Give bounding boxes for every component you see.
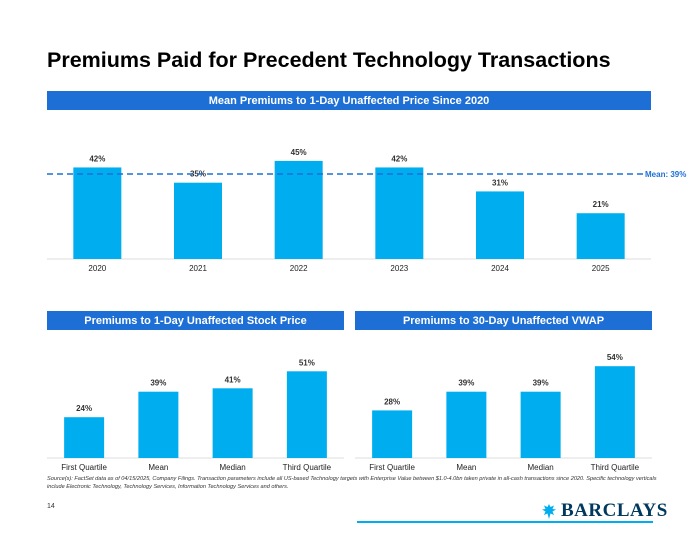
chart-banner-1day: Premiums to 1-Day Unaffected Stock Price	[47, 311, 344, 330]
data-label: 24%	[76, 404, 92, 413]
bar-2025	[576, 213, 625, 259]
chart-banner-vwap: Premiums to 30-Day Unaffected VWAP	[355, 311, 652, 330]
data-label: 51%	[299, 358, 315, 367]
x-tick-label: Third Quartile	[283, 463, 332, 472]
data-label: 39%	[150, 379, 166, 388]
eagle-icon	[542, 503, 556, 519]
brand-name: BARCLAYS	[561, 500, 668, 521]
barclays-logo: BARCLAYS	[541, 500, 668, 522]
x-tick-label: Mean	[148, 463, 168, 472]
bar-first-quartile	[64, 417, 105, 458]
x-tick-label: First Quartile	[369, 463, 415, 472]
x-tick-label: 2020	[88, 264, 106, 273]
data-label: 42%	[391, 154, 407, 163]
data-label: 31%	[492, 178, 508, 187]
annual-premiums-chart: 42%202035%202145%202242%202331%202421%20…	[47, 148, 686, 273]
bar-mean	[446, 391, 487, 458]
bar-first-quartile	[372, 410, 413, 458]
one-day-premiums-chart: 24% First Quartile 39% Mean 41% Median 51% Thir…	[47, 358, 344, 472]
x-tick-label: First Quartile	[61, 463, 107, 472]
data-label: 39%	[458, 379, 474, 388]
bar-2020	[73, 167, 122, 259]
x-tick-label: 2025	[592, 264, 610, 273]
vwap-premiums-chart: 28% First Quartile 39% Mean 39% Median 54% Thir…	[355, 353, 652, 472]
data-label: 42%	[89, 154, 105, 163]
page-title: Premiums Paid for Precedent Technology T…	[47, 48, 611, 72]
bar-mean	[138, 391, 179, 458]
footer-rule	[357, 521, 653, 523]
bar-median	[212, 388, 253, 458]
bar-2022	[274, 160, 323, 259]
x-tick-label: Median	[528, 463, 554, 472]
bar-median	[520, 391, 561, 458]
x-tick-label: 2024	[491, 264, 509, 273]
x-tick-label: Mean	[456, 463, 476, 472]
source-footnote: Source(s): FactSet data as of 04/15/2025…	[47, 476, 657, 490]
data-label: 21%	[593, 200, 609, 209]
bar-2024	[476, 191, 524, 259]
data-label: 54%	[607, 353, 623, 362]
data-label: 45%	[291, 148, 307, 157]
chart-banner-annual: Mean Premiums to 1-Day Unaffected Price …	[47, 91, 651, 110]
mean-line-label: Mean: 39%	[645, 170, 686, 179]
page-number: 14	[47, 503, 55, 510]
x-tick-label: Median	[220, 463, 246, 472]
x-tick-label: 2021	[189, 264, 207, 273]
bar-2023	[375, 167, 424, 259]
x-tick-label: 2023	[390, 264, 408, 273]
data-label: 39%	[533, 379, 549, 388]
bar-third-quartile	[286, 371, 327, 458]
x-tick-label: Third Quartile	[591, 463, 640, 472]
bar-2021	[174, 182, 222, 259]
bar-third-quartile	[594, 366, 635, 458]
data-label: 28%	[384, 397, 400, 406]
x-tick-label: 2022	[290, 264, 308, 273]
data-label: 41%	[225, 375, 241, 384]
